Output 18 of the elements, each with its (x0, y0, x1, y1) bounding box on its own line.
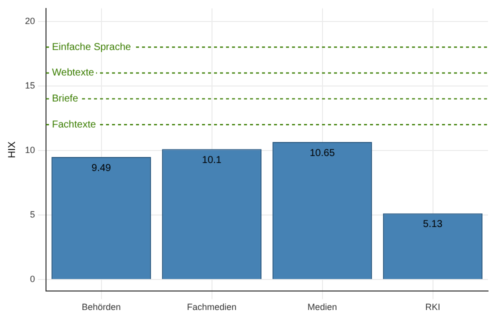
data-label: 10.65 (310, 148, 336, 159)
x-tick-label: Medien (307, 302, 338, 312)
x-tick-label: Behörden (82, 302, 121, 312)
ref-line-label: Briefe (52, 94, 79, 105)
x-tick-label: Fachmedien (186, 302, 237, 312)
y-tick-label: 20 (24, 16, 36, 26)
y-axis-title: HIX (6, 141, 18, 158)
data-label: 10.1 (202, 154, 222, 166)
data-label: 9.49 (92, 162, 112, 174)
y-tick-label: 10 (24, 144, 36, 155)
y-tick-label: 5 (30, 209, 36, 220)
y-tick-label: 15 (24, 80, 36, 90)
ref-line-label: Webtexte (52, 68, 95, 79)
data-label: 5.13 (423, 219, 443, 230)
ref-line-label: Einfache Sprache (52, 42, 132, 53)
x-tick-label: RKI (425, 302, 440, 312)
y-tick-label: 0 (30, 274, 36, 284)
ref-line-label: Fachtexte (52, 119, 96, 130)
